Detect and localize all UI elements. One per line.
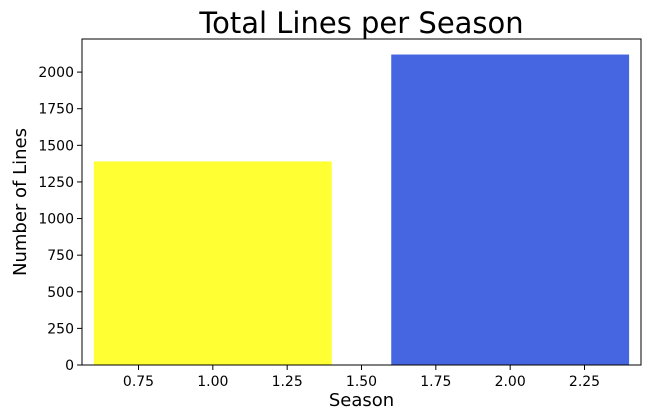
x-tick-label: 1.00	[197, 374, 228, 390]
y-tick-label: 500	[47, 285, 74, 301]
x-tick-label: 1.50	[346, 374, 377, 390]
y-tick-label: 2000	[38, 65, 74, 81]
y-axis-label: Number of Lines	[10, 128, 31, 276]
x-axis-ticks: 0.75 1.00 1.25 1.50 1.75 2.00 2.25	[123, 365, 600, 390]
y-tick-label: 0	[65, 358, 74, 374]
y-tick-label: 750	[47, 248, 74, 264]
y-tick-label: 250	[47, 321, 74, 337]
y-tick-label: 1000	[38, 212, 74, 228]
bar-season-1	[93, 161, 332, 365]
bar-season-2	[391, 54, 630, 366]
x-tick-label: 2.25	[569, 374, 600, 390]
y-tick-label: 1750	[38, 102, 74, 118]
x-axis-label: Season	[329, 390, 394, 411]
chart-title: Total Lines per Season	[198, 6, 523, 40]
y-tick-label: 1250	[38, 175, 74, 191]
y-tick-label: 1500	[38, 138, 74, 154]
x-tick-label: 1.75	[420, 374, 451, 390]
x-tick-label: 0.75	[123, 374, 154, 390]
y-axis-ticks: 0 250 500 750 1000 1250 1500 1750 2000	[38, 65, 82, 374]
x-tick-label: 1.25	[272, 374, 303, 390]
bars-layer	[93, 54, 630, 366]
x-tick-label: 2.00	[495, 374, 526, 390]
